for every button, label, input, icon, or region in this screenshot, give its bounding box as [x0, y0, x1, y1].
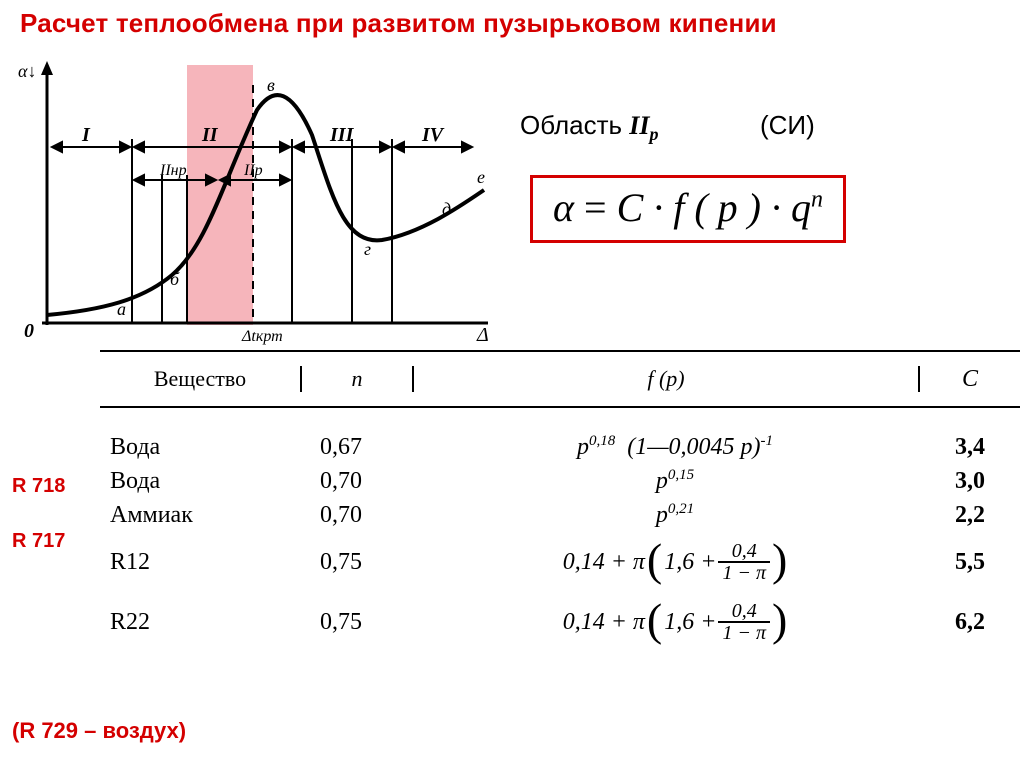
- label-r729: (R 729 – воздух): [12, 718, 186, 744]
- cell-substance: R22: [100, 609, 310, 636]
- cell-n: 0,70: [310, 502, 430, 529]
- units-si: (СИ): [760, 110, 815, 141]
- svg-text:IV: IV: [421, 124, 445, 146]
- svg-text:II: II: [201, 124, 219, 146]
- svg-text:Δtкрт: Δtкрт: [241, 328, 283, 345]
- svg-text:д: д: [442, 199, 451, 219]
- exponent-n: n: [811, 187, 823, 213]
- region-label: Область IIp: [520, 110, 659, 145]
- svg-text:г: г: [364, 239, 371, 259]
- cell-n: 0,75: [310, 549, 430, 576]
- svg-text:α↓: α↓: [18, 61, 36, 81]
- alpha: α: [553, 185, 574, 230]
- svg-text:Δ: Δ: [476, 324, 489, 345]
- label-r717: R 717: [12, 530, 65, 553]
- formula-mid: · f ( p ) · q: [643, 185, 811, 230]
- svg-text:0: 0: [24, 320, 34, 342]
- cell-substance: Вода: [100, 434, 310, 461]
- table-row: R22 0,75 0,14 + π ( 1,6 + 0,41 − π ) 6,2: [100, 592, 1020, 652]
- cell-substance: Вода: [100, 468, 310, 495]
- cell-fp: 0,14 + π ( 1,6 + 0,41 − π ): [430, 601, 920, 643]
- label-r718: R 718: [12, 475, 65, 498]
- cell-c: 2,2: [920, 502, 1020, 529]
- cell-fp: 0,14 + π ( 1,6 + 0,41 − π ): [430, 541, 920, 583]
- formula-box: α = C · f ( p ) · qn: [530, 175, 846, 243]
- svg-text:I: I: [81, 124, 91, 146]
- const-c: C: [617, 185, 644, 230]
- svg-text:в: в: [267, 75, 275, 95]
- svg-text:б: б: [170, 269, 180, 289]
- table-row: Аммиак 0,70 p0,21 2,2: [100, 498, 1020, 532]
- table-row: Вода 0,67 p0,18 (1—0,0045 p)-1 3,4: [100, 430, 1020, 464]
- table-row: Вода 0,70 p0,15 3,0: [100, 464, 1020, 498]
- cell-c: 5,5: [920, 549, 1020, 576]
- region-prefix: Область: [520, 110, 629, 140]
- th-fp: f (p): [414, 366, 920, 392]
- th-n: n: [302, 366, 414, 392]
- cell-n: 0,70: [310, 468, 430, 495]
- coefficients-table: Вещество n f (p) С Вода 0,67 p0,18 (1—0,…: [100, 350, 1020, 652]
- table-row: R12 0,75 0,14 + π ( 1,6 + 0,41 − π ) 5,5: [100, 532, 1020, 592]
- th-substance: Вещество: [100, 366, 302, 392]
- svg-text:IIнр: IIнр: [159, 162, 187, 179]
- cell-c: 3,0: [920, 468, 1020, 495]
- svg-text:IIр: IIр: [243, 162, 263, 179]
- table-header-row: Вещество n f (p) С: [100, 352, 1020, 406]
- svg-text:е: е: [477, 167, 485, 187]
- cell-fp: p0,21: [430, 501, 920, 529]
- cell-n: 0,67: [310, 434, 430, 461]
- region-subscript: p: [650, 124, 659, 144]
- th-c: С: [920, 366, 1020, 393]
- svg-text:III: III: [329, 124, 355, 146]
- region-symbol: II: [629, 111, 649, 140]
- cell-n: 0,75: [310, 609, 430, 636]
- page-title: Расчет теплообмена при развитом пузырько…: [20, 8, 1004, 39]
- equals: =: [574, 185, 617, 230]
- cell-substance: Аммиак: [100, 502, 310, 529]
- cell-c: 6,2: [920, 609, 1020, 636]
- cell-substance: R12: [100, 549, 310, 576]
- cell-c: 3,4: [920, 434, 1020, 461]
- cell-fp: p0,15: [430, 467, 920, 495]
- cell-fp: p0,18 (1—0,0045 p)-1: [430, 433, 920, 461]
- boiling-curve-chart: α↓ 0 Δ Δtкрт I II III IV IIнр IIр а б в …: [12, 55, 490, 345]
- svg-text:а: а: [117, 299, 126, 319]
